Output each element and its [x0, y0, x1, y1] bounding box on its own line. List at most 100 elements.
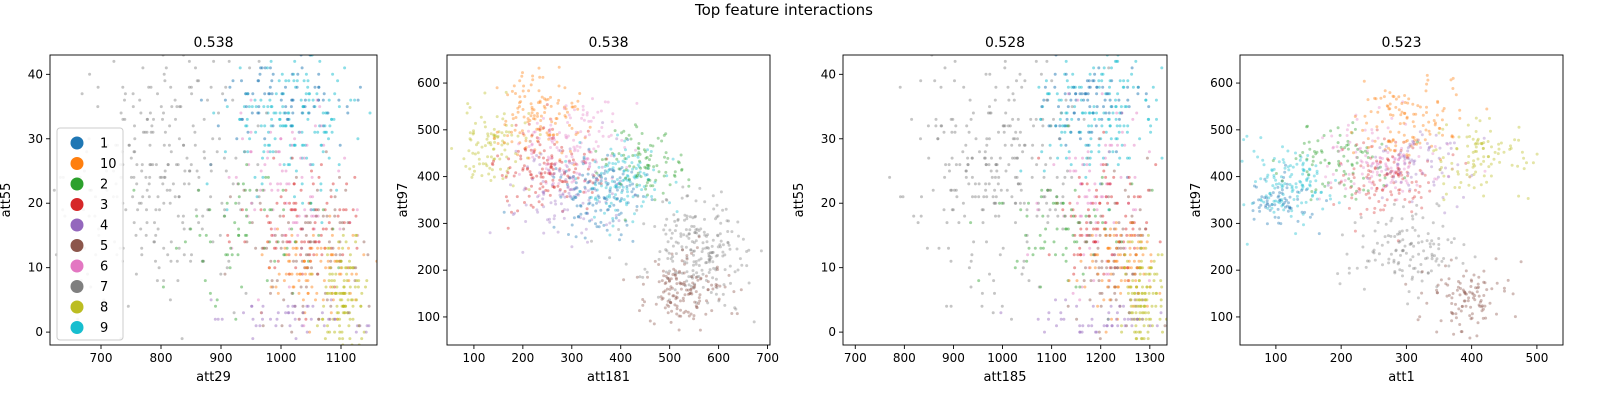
data-point [1384, 164, 1388, 168]
data-point [645, 270, 649, 274]
data-point [1340, 163, 1344, 166]
data-point [1065, 111, 1069, 115]
data-point [1466, 299, 1470, 303]
data-point [276, 291, 280, 295]
data-point [1278, 198, 1282, 202]
data-point [285, 246, 289, 250]
data-point [638, 183, 642, 187]
data-point [1301, 212, 1305, 216]
data-point [666, 240, 670, 244]
data-point [592, 174, 596, 178]
data-point [1314, 188, 1318, 192]
data-point [554, 202, 558, 206]
data-point [333, 92, 337, 96]
data-point [312, 105, 316, 109]
data-point [240, 79, 243, 83]
data-point [173, 98, 177, 102]
data-point [1461, 288, 1465, 292]
data-point [335, 188, 339, 192]
data-point [287, 259, 291, 263]
data-point [1270, 206, 1274, 210]
data-point [1437, 204, 1441, 208]
data-point [1074, 169, 1078, 173]
data-point [302, 324, 306, 328]
data-point [714, 266, 718, 270]
data-point [595, 177, 599, 181]
data-point [248, 66, 252, 70]
data-point [625, 178, 629, 182]
data-point [1436, 175, 1440, 179]
data-point [1015, 156, 1019, 160]
data-point [231, 79, 235, 83]
data-point [653, 180, 657, 184]
data-point [704, 274, 708, 278]
data-point [1045, 201, 1049, 205]
data-point [542, 149, 546, 153]
data-point [299, 227, 303, 231]
data-point [623, 160, 627, 164]
data-point [253, 98, 257, 102]
data-point [693, 231, 697, 234]
data-point [304, 272, 307, 276]
data-point [1364, 265, 1368, 269]
data-point [1127, 201, 1131, 205]
data-point [614, 197, 618, 201]
data-point [629, 137, 633, 141]
data-point [488, 231, 492, 235]
data-point [686, 288, 690, 292]
data-point [539, 152, 543, 156]
data-point [1302, 223, 1305, 227]
data-point [643, 165, 647, 169]
data-point [558, 188, 562, 192]
data-point [540, 95, 544, 99]
data-point [1444, 166, 1447, 170]
data-point [1398, 122, 1402, 126]
data-point [524, 139, 528, 143]
data-point [1476, 157, 1480, 161]
data-point [706, 288, 710, 292]
data-point [627, 133, 631, 137]
data-point [487, 141, 490, 145]
data-point [563, 179, 567, 183]
data-point [1280, 199, 1284, 203]
data-point [1449, 258, 1453, 262]
data-point [1482, 136, 1486, 140]
data-point [553, 162, 557, 166]
data-point [1128, 246, 1132, 250]
data-point [624, 219, 628, 223]
data-point [635, 275, 639, 279]
data-point [1130, 240, 1134, 244]
data-point [588, 201, 592, 205]
data-point [1386, 167, 1390, 171]
data-point [1125, 175, 1129, 179]
data-point [224, 85, 228, 89]
data-point [690, 224, 694, 228]
data-point [1391, 113, 1395, 117]
data-point [309, 201, 313, 205]
data-point [290, 143, 294, 147]
data-point [1371, 139, 1375, 143]
data-point [1054, 124, 1058, 128]
data-point [1041, 214, 1045, 218]
data-point [1407, 157, 1411, 161]
data-point [1362, 166, 1365, 170]
data-point [1466, 144, 1470, 148]
data-point [717, 299, 721, 303]
data-point [1042, 98, 1046, 102]
data-point [987, 182, 991, 186]
data-point [678, 281, 682, 285]
data-point [271, 233, 275, 237]
data-point [1375, 162, 1379, 166]
data-point [233, 221, 237, 225]
data-point [1352, 151, 1355, 155]
data-point [680, 167, 684, 171]
data-point [1398, 171, 1402, 175]
data-point [574, 181, 578, 185]
data-point [1104, 175, 1108, 179]
data-point [660, 297, 664, 301]
data-point [1134, 253, 1138, 257]
data-point [200, 259, 204, 263]
data-point [1402, 133, 1406, 137]
data-point [337, 272, 341, 276]
data-point [673, 229, 677, 233]
